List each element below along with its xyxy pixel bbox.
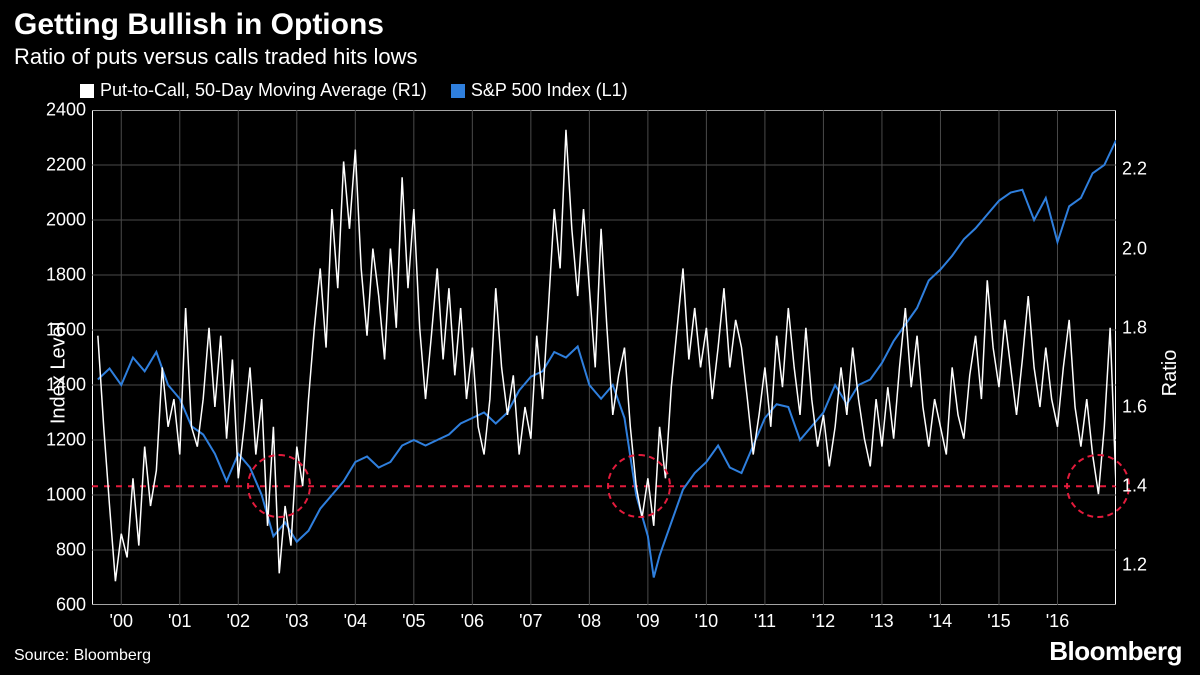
chart-header: Getting Bullish in Options Ratio of puts… bbox=[0, 0, 1200, 74]
highlight-circle bbox=[607, 454, 671, 518]
chart-legend: Put-to-Call, 50-Day Moving Average (R1) … bbox=[0, 74, 1200, 101]
x-tick: '07 bbox=[519, 611, 542, 632]
legend-item-put-call: Put-to-Call, 50-Day Moving Average (R1) bbox=[80, 80, 427, 101]
highlight-circle bbox=[247, 454, 311, 518]
legend-label-sp500: S&P 500 Index (L1) bbox=[471, 80, 628, 101]
x-tick: '16 bbox=[1046, 611, 1069, 632]
legend-swatch-put-call bbox=[80, 84, 94, 98]
x-tick: '00 bbox=[110, 611, 133, 632]
y-tick-left: 1800 bbox=[46, 265, 86, 286]
y-tick-right: 1.6 bbox=[1122, 397, 1147, 418]
chart-area: Index Level Ratio 6008001000120014001600… bbox=[14, 110, 1186, 635]
legend-swatch-sp500 bbox=[451, 84, 465, 98]
x-tick: '04 bbox=[344, 611, 367, 632]
y-tick-left: 600 bbox=[56, 595, 86, 616]
y-tick-left: 1200 bbox=[46, 430, 86, 451]
legend-label-put-call: Put-to-Call, 50-Day Moving Average (R1) bbox=[100, 80, 427, 101]
x-tick: '06 bbox=[461, 611, 484, 632]
plot-svg bbox=[92, 110, 1116, 605]
y-tick-left: 1000 bbox=[46, 485, 86, 506]
y-tick-right: 2.0 bbox=[1122, 238, 1147, 259]
legend-item-sp500: S&P 500 Index (L1) bbox=[451, 80, 628, 101]
x-tick: '03 bbox=[285, 611, 308, 632]
chart-subtitle: Ratio of puts versus calls traded hits l… bbox=[14, 44, 1186, 70]
x-tick: '11 bbox=[754, 611, 776, 632]
brand-logo: Bloomberg bbox=[1049, 636, 1182, 667]
y-tick-left: 1600 bbox=[46, 320, 86, 341]
x-tick: '13 bbox=[870, 611, 893, 632]
x-tick: '08 bbox=[578, 611, 601, 632]
y-axis-label-right: Ratio bbox=[1159, 349, 1182, 396]
y-tick-right: 1.8 bbox=[1122, 317, 1147, 338]
y-tick-right: 1.4 bbox=[1122, 476, 1147, 497]
x-tick: '14 bbox=[929, 611, 952, 632]
y-tick-left: 2000 bbox=[46, 210, 86, 231]
x-tick: '12 bbox=[812, 611, 835, 632]
x-tick: '15 bbox=[987, 611, 1010, 632]
y-tick-left: 2400 bbox=[46, 100, 86, 121]
y-tick-right: 1.2 bbox=[1122, 555, 1147, 576]
y-tick-right: 2.2 bbox=[1122, 159, 1147, 180]
x-tick: '05 bbox=[402, 611, 425, 632]
source-attribution: Source: Bloomberg bbox=[14, 647, 151, 665]
x-tick: '01 bbox=[168, 611, 191, 632]
y-tick-left: 2200 bbox=[46, 155, 86, 176]
highlight-circle bbox=[1066, 454, 1130, 518]
x-tick: '09 bbox=[636, 611, 659, 632]
chart-title: Getting Bullish in Options bbox=[14, 8, 1186, 42]
plot-region: 600800100012001400160018002000220024001.… bbox=[92, 110, 1116, 605]
x-tick: '02 bbox=[227, 611, 250, 632]
y-tick-left: 800 bbox=[56, 540, 86, 561]
x-tick: '10 bbox=[695, 611, 718, 632]
y-tick-left: 1400 bbox=[46, 375, 86, 396]
